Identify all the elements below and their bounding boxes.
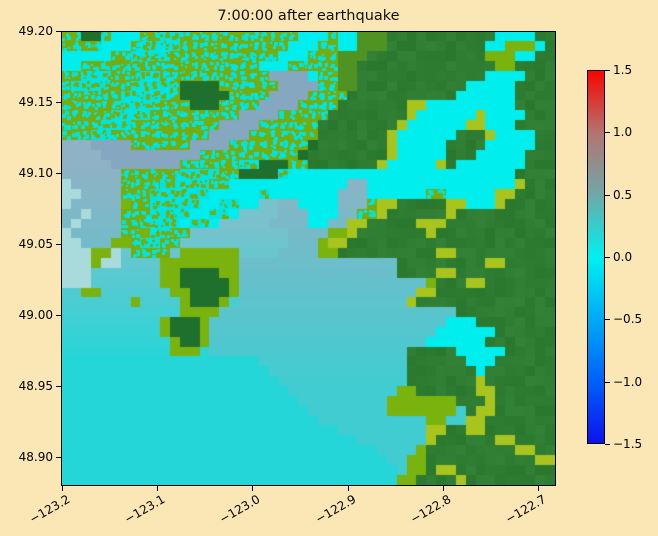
- x-tick-mark: [442, 486, 444, 491]
- colorbar-tick-mark: [605, 131, 610, 133]
- map-plot-area: [61, 31, 556, 486]
- colorbar-tick-label: 0.0: [613, 250, 633, 264]
- x-tick-mark: [347, 486, 349, 491]
- y-tick-mark: [56, 30, 61, 32]
- colorbar-tick-label: −0.5: [613, 312, 643, 326]
- colorbar-tick-mark: [605, 194, 610, 196]
- x-tick-mark: [61, 486, 63, 491]
- colorbar-tick-mark: [605, 443, 610, 445]
- x-tick-mark: [537, 486, 539, 491]
- x-tick-label: −122.9: [312, 492, 358, 527]
- colorbar-tick-mark: [605, 318, 610, 320]
- x-tick-label: −123.1: [121, 492, 167, 527]
- x-tick-label: −122.7: [502, 492, 548, 527]
- colorbar-tick-label: −1.0: [613, 375, 643, 389]
- colorbar-tick-label: 1.0: [613, 125, 633, 139]
- colorbar-tick-label: −1.5: [613, 437, 643, 451]
- y-tick-label: 49.00: [18, 308, 53, 322]
- colorbar-tick-label: 0.5: [613, 188, 633, 202]
- x-tick-label: −123.0: [216, 492, 262, 527]
- y-tick-mark: [56, 101, 61, 103]
- colorbar-gradient: [588, 71, 604, 443]
- y-tick-label: 49.10: [18, 166, 53, 180]
- heatmap-canvas: [62, 32, 555, 485]
- y-tick-mark: [56, 456, 61, 458]
- colorbar-tick-mark: [605, 381, 610, 383]
- colorbar-tick-mark: [605, 256, 610, 258]
- y-tick-label: 49.20: [18, 24, 53, 38]
- x-tick-mark: [156, 486, 158, 491]
- x-tick-mark: [251, 486, 253, 491]
- colorbar: [587, 70, 605, 444]
- y-tick-label: 49.15: [18, 95, 53, 109]
- plot-title: 7:00:00 after earthquake: [217, 8, 400, 24]
- colorbar-tick-label: 1.5: [613, 63, 633, 77]
- y-tick-label: 48.95: [18, 379, 53, 393]
- y-tick-label: 49.05: [18, 237, 53, 251]
- y-tick-mark: [56, 385, 61, 387]
- y-tick-mark: [56, 172, 61, 174]
- y-tick-label: 48.90: [18, 450, 53, 464]
- x-tick-label: −122.8: [407, 492, 453, 527]
- x-tick-label: −123.2: [26, 492, 73, 527]
- y-tick-mark: [56, 243, 61, 245]
- colorbar-tick-mark: [605, 69, 610, 71]
- y-tick-mark: [56, 314, 61, 316]
